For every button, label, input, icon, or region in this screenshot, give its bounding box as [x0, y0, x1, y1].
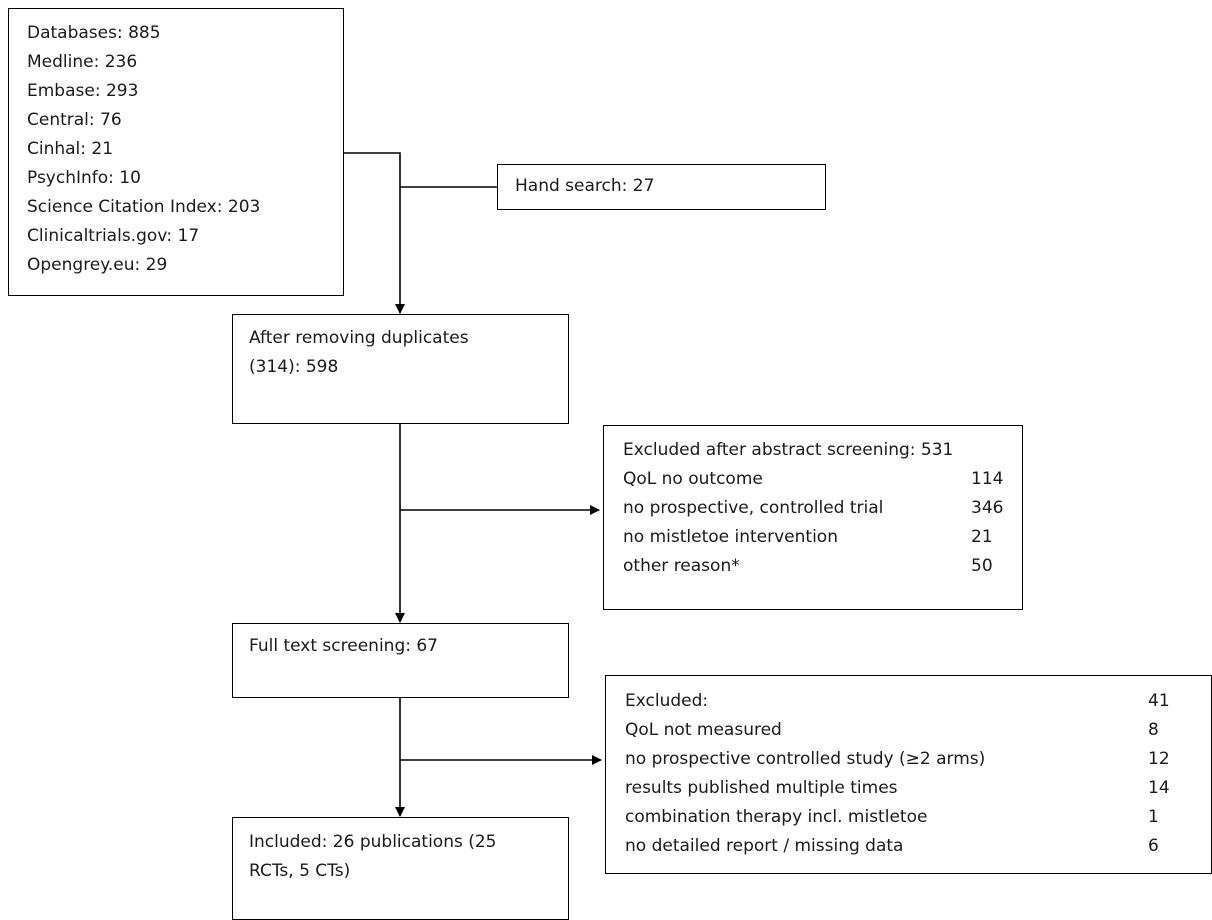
abstract-exclusion-count: 114	[971, 469, 1004, 489]
databases-clinicaltrials: Clinicaltrials.gov: 17	[27, 226, 200, 246]
fulltext-exclusion-count: 12	[1148, 749, 1170, 769]
abstract-exclusion-reason: no mistletoe intervention	[623, 527, 838, 547]
databases-box: Databases: 885 Medline: 236 Embase: 293 …	[8, 8, 344, 296]
after-duplicates-box: After removing duplicates (314): 598	[232, 314, 569, 424]
fulltext-exclusion-reason: no detailed report / missing data	[625, 836, 904, 856]
after-duplicates-line2: (314): 598	[249, 357, 339, 377]
included-box: Included: 26 publications (25 RCTs, 5 CT…	[232, 817, 569, 920]
fulltext-exclusion-reason: combination therapy incl. mistletoe	[625, 807, 928, 827]
databases-psychinfo: PsychInfo: 10	[27, 168, 141, 188]
fulltext-exclusion-box: Excluded: 41 QoL not measured 8 no prosp…	[605, 675, 1212, 874]
fulltext-exclusion-count: 41	[1148, 691, 1170, 711]
full-text-box: Full text screening: 67	[232, 623, 569, 698]
included-line1: Included: 26 publications (25	[249, 832, 497, 852]
abstract-exclusion-reason: other reason*	[623, 556, 740, 576]
fulltext-exclusion-reason: results published multiple times	[625, 778, 898, 798]
fulltext-exclusion-reason: Excluded:	[625, 691, 709, 711]
included-line2: RCTs, 5 CTs)	[249, 861, 351, 881]
databases-cinhal: Cinhal: 21	[27, 139, 114, 159]
databases-total: Databases: 885	[27, 23, 161, 43]
hand-search-label: Hand search: 27	[515, 176, 655, 196]
databases-embase: Embase: 293	[27, 81, 139, 101]
databases-central: Central: 76	[27, 110, 122, 130]
hand-search-box: Hand search: 27	[497, 164, 826, 210]
abstract-exclusion-count: 50	[971, 556, 993, 576]
fulltext-exclusion-reason: no prospective controlled study (≥2 arms…	[625, 749, 986, 769]
fulltext-exclusion-count: 6	[1148, 836, 1159, 856]
databases-science-citation-index: Science Citation Index: 203	[27, 197, 261, 217]
abstract-exclusion-reason: QoL no outcome	[623, 469, 763, 489]
fulltext-exclusion-reason: QoL not measured	[625, 720, 782, 740]
fulltext-exclusion-count: 14	[1148, 778, 1170, 798]
after-duplicates-line1: After removing duplicates	[249, 328, 469, 348]
fulltext-exclusion-count: 8	[1148, 720, 1159, 740]
abstract-exclusion-count: 346	[971, 498, 1004, 518]
databases-opengrey: Opengrey.eu: 29	[27, 255, 168, 275]
abstract-exclusion-reason: no prospective, controlled trial	[623, 498, 884, 518]
full-text-label: Full text screening: 67	[249, 636, 438, 656]
connector-databases-to-duplicates	[343, 152, 405, 314]
databases-medline: Medline: 236	[27, 52, 138, 72]
fulltext-exclusion-count: 1	[1148, 807, 1159, 827]
abstract-exclusion-box: Excluded after abstract screening: 531 Q…	[603, 425, 1023, 610]
abstract-exclusion-title: Excluded after abstract screening: 531	[623, 440, 954, 460]
abstract-exclusion-count: 21	[971, 527, 993, 547]
